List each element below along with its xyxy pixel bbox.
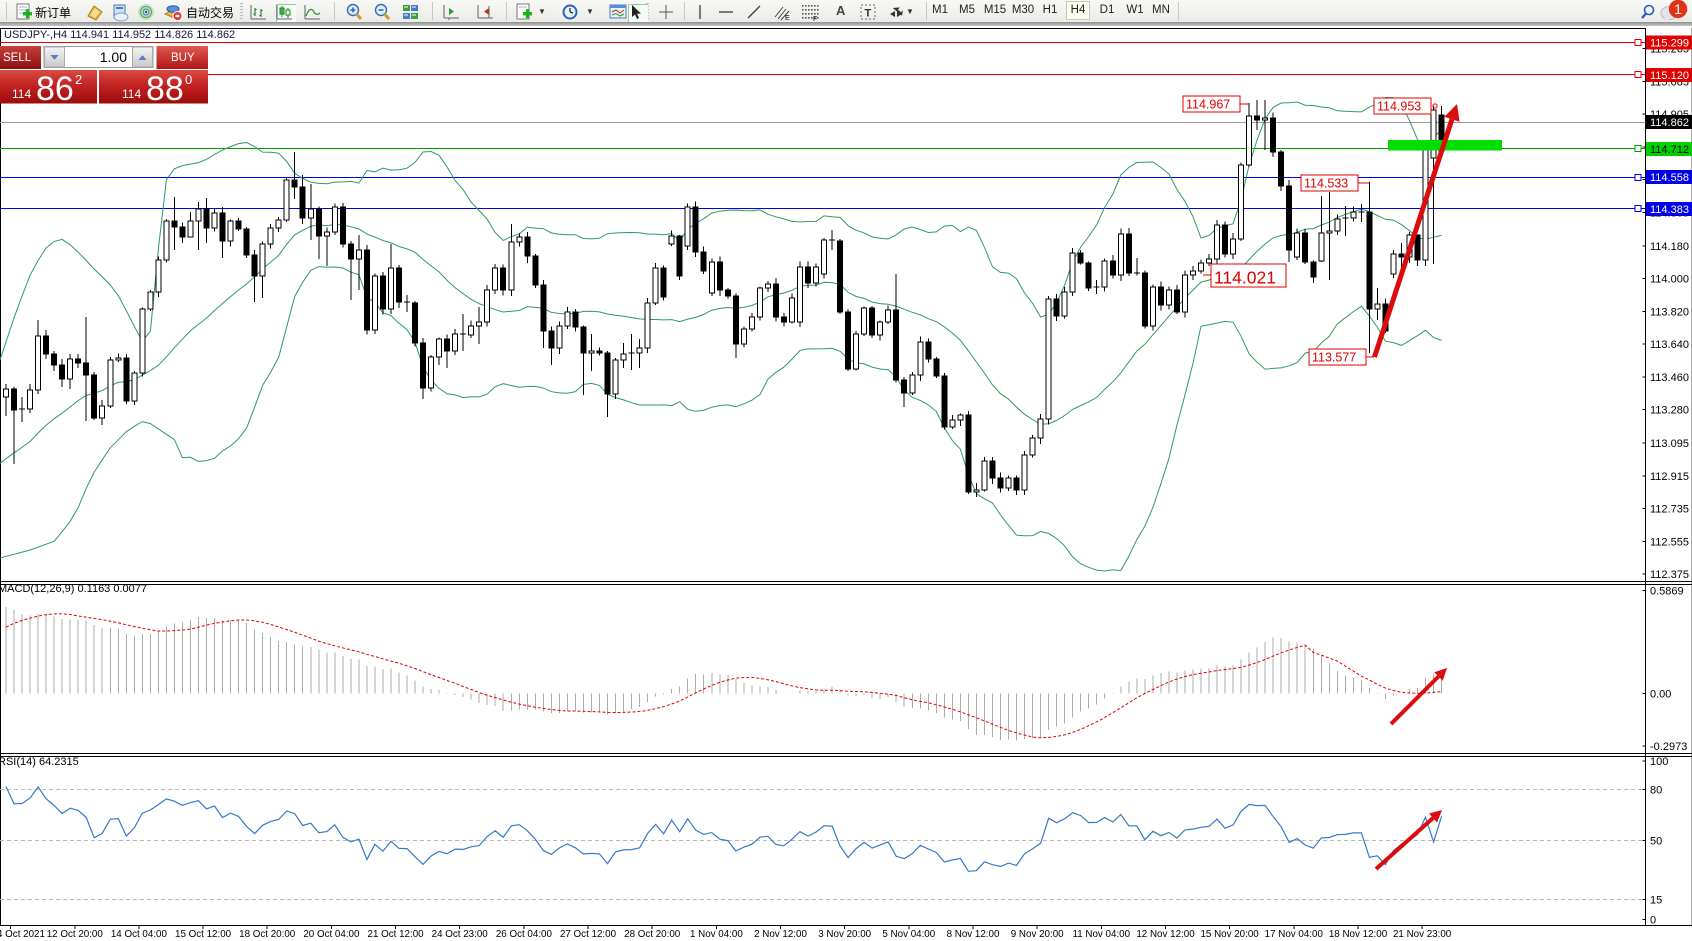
svg-text:80: 80 [1650,784,1662,796]
svg-text:112.735: 112.735 [1650,504,1689,516]
svg-text:50: 50 [1650,835,1662,847]
svg-text:27 Oct 12:00: 27 Oct 12:00 [560,929,617,940]
svg-text:114.712: 114.712 [1650,144,1689,156]
svg-text:-0.2973: -0.2973 [1650,741,1687,753]
svg-text:18 Oct 20:00: 18 Oct 20:00 [239,929,296,940]
svg-text:113.820: 113.820 [1650,306,1689,318]
svg-text:MACD(12,26,9) 0.1163 0.0077: MACD(12,26,9) 0.1163 0.0077 [0,583,147,595]
svg-text:114.021: 114.021 [1214,268,1276,288]
svg-text:0.5869: 0.5869 [1650,586,1684,598]
svg-text:15: 15 [1650,895,1662,907]
svg-text:USDJPY-,H4 114.941 114.952 11: USDJPY-,H4 114.941 114.952 114.826 114.8… [4,29,235,41]
svg-text:88: 88 [146,70,184,108]
svg-text:12 Oct 20:00: 12 Oct 20:00 [47,929,104,940]
svg-text:114: 114 [122,87,141,101]
svg-text:11 Nov 04:00: 11 Nov 04:00 [1073,929,1131,940]
svg-text:114.533: 114.533 [1304,177,1348,191]
svg-text:28 Oct 20:00: 28 Oct 20:00 [624,929,681,940]
svg-text:0.00: 0.00 [1650,689,1671,701]
svg-text:26 Oct 04:00: 26 Oct 04:00 [496,929,553,940]
svg-text:BUY: BUY [171,52,195,64]
svg-text:15 Oct 12:00: 15 Oct 12:00 [175,929,232,940]
svg-text:113.577: 113.577 [1312,351,1356,365]
svg-text:4 Oct 2021: 4 Oct 2021 [0,929,45,940]
svg-text:112.375: 112.375 [1650,569,1689,581]
svg-text:T: T [865,8,872,20]
svg-text:21 Oct 12:00: 21 Oct 12:00 [368,929,425,940]
svg-text:2 Nov 12:00: 2 Nov 12:00 [754,929,807,940]
svg-text:3 Nov 20:00: 3 Nov 20:00 [818,929,871,940]
svg-text:E: E [785,15,790,22]
svg-text:112.915: 112.915 [1650,471,1689,483]
svg-text:24 Oct 23:00: 24 Oct 23:00 [432,929,489,940]
svg-text:113.280: 113.280 [1650,405,1689,417]
svg-text:114.000: 114.000 [1650,274,1689,286]
svg-text:114.862: 114.862 [1650,117,1689,129]
svg-text:15 Nov 20:00: 15 Nov 20:00 [1200,929,1259,940]
svg-text:SELL: SELL [3,52,32,64]
svg-text:5 Nov 04:00: 5 Nov 04:00 [882,929,935,940]
svg-text:14 Oct 04:00: 14 Oct 04:00 [111,929,168,940]
svg-text:17 Nov 04:00: 17 Nov 04:00 [1265,929,1324,940]
svg-text:114.383: 114.383 [1650,204,1689,216]
svg-text:1: 1 [1674,1,1682,17]
svg-text:21 Nov 23:00: 21 Nov 23:00 [1393,929,1452,940]
svg-text:8 Nov 12:00: 8 Nov 12:00 [947,929,1000,940]
svg-text:113.095: 113.095 [1650,438,1689,450]
svg-text:114.180: 114.180 [1650,241,1689,253]
svg-text:20 Oct 04:00: 20 Oct 04:00 [303,929,360,940]
svg-text:115.299: 115.299 [1650,38,1689,50]
svg-text:113.460: 113.460 [1650,372,1689,384]
svg-text:2: 2 [75,72,82,87]
svg-text:0: 0 [1650,915,1656,927]
svg-text:86: 86 [36,70,74,108]
svg-text:0: 0 [185,72,192,87]
svg-text:18 Nov 12:00: 18 Nov 12:00 [1329,929,1388,940]
svg-text:1 Nov 04:00: 1 Nov 04:00 [690,929,743,940]
svg-text:F: F [813,16,817,23]
svg-text:115.120: 115.120 [1650,70,1689,82]
svg-text:114.967: 114.967 [1186,98,1230,112]
svg-text:RSI(14) 64.2315: RSI(14) 64.2315 [0,756,79,768]
svg-text:9 Nov 20:00: 9 Nov 20:00 [1011,929,1064,940]
svg-text:114: 114 [12,87,31,101]
svg-text:1.00: 1.00 [100,49,127,65]
svg-text:100: 100 [1650,756,1668,768]
svg-text:114.953: 114.953 [1377,100,1421,114]
svg-text:114.558: 114.558 [1650,172,1689,184]
svg-text:12 Nov 12:00: 12 Nov 12:00 [1136,929,1195,940]
svg-text:113.640: 113.640 [1650,339,1689,351]
svg-text:112.555: 112.555 [1650,536,1689,548]
